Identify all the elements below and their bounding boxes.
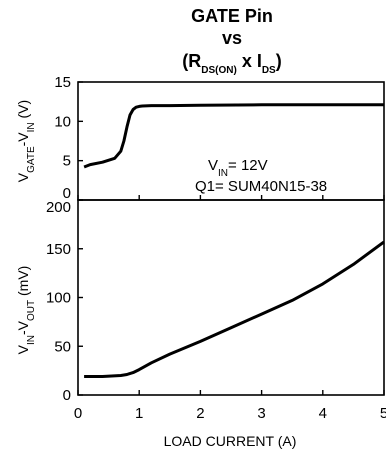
top-panel: 0 5 10 15 VGATE-VIN (V) VIN= 12V Q1= SUM40N… — [15, 74, 385, 202]
bottom-y-tick-label: 100 — [46, 290, 71, 307]
annotation-vin: VIN= 12V — [208, 157, 268, 179]
bottom-y-tick-label: 50 — [54, 338, 71, 355]
x-tick-label: 4 — [319, 405, 327, 422]
bottom-series-line — [84, 240, 385, 378]
x-tick-label: 3 — [257, 405, 265, 422]
bottom-y-tick-label: 200 — [46, 199, 71, 216]
x-tick-label: 5 — [380, 405, 386, 422]
chart-title-line1: GATE Pin — [191, 6, 273, 26]
top-series-line — [83, 103, 384, 169]
annotation-q1: Q1= SUM40N15-38 — [195, 178, 327, 195]
top-y-tick-label: 10 — [54, 113, 71, 130]
chart-title-line3: (RDS(ON) x IDS) — [182, 51, 281, 76]
top-y-axis-label: VGATE-VIN (V) — [15, 100, 37, 182]
x-tick-label: 1 — [135, 405, 143, 422]
bottom-y-tick-label: 150 — [46, 241, 71, 258]
x-axis-label: LOAD CURRENT (A) — [164, 433, 297, 449]
top-y-tick-label: 5 — [63, 153, 71, 170]
bottom-y-tick-label: 0 — [63, 387, 71, 404]
bottom-panel: 0 50 100 150 200 VIN-VOUT (mV) — [15, 199, 385, 404]
x-tick-label: 0 — [74, 405, 82, 422]
top-y-tick-label: 15 — [54, 74, 71, 91]
top-y-tick-label: 0 — [63, 185, 71, 202]
x-tick-label: 2 — [196, 405, 204, 422]
bottom-plot-frame — [77, 199, 385, 396]
chart-title-line2: vs — [222, 28, 242, 48]
bottom-y-axis-label: VIN-VOUT (mV) — [15, 266, 37, 355]
